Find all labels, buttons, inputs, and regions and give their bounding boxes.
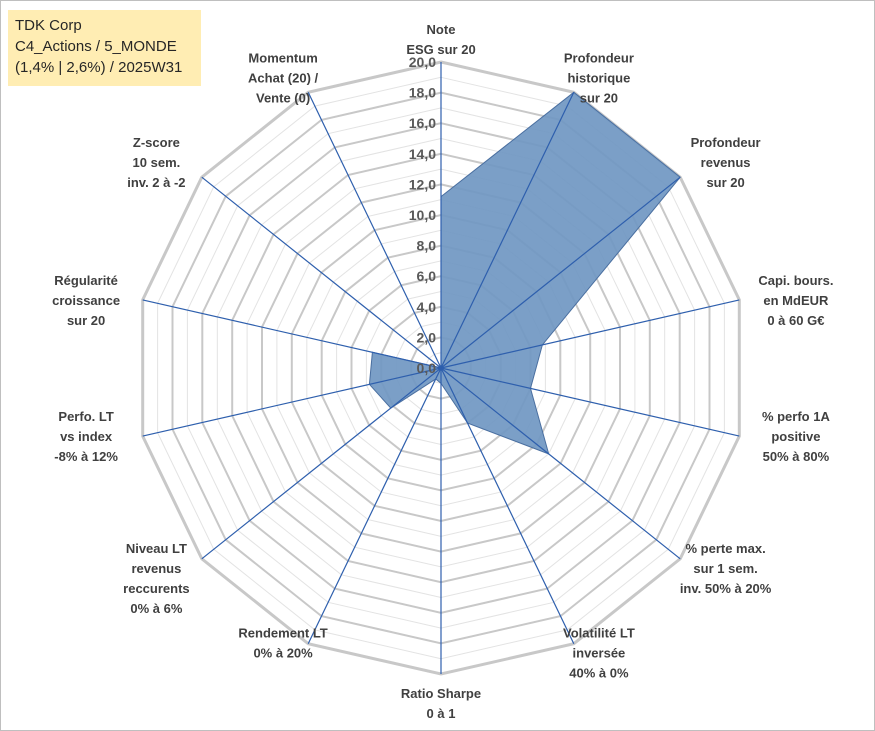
axis-label-line: sur 20	[67, 313, 105, 328]
axis-label: Note ESG sur 20	[406, 22, 475, 57]
axis-label-line: inversée	[573, 646, 626, 661]
axis-label-line: 0 à 1	[427, 706, 456, 721]
tick-label: 2,0	[417, 329, 437, 345]
tick-label: 4,0	[417, 299, 437, 315]
axis-label-line: revenus	[701, 155, 751, 170]
axis-label-line: Vente (0)	[256, 90, 310, 105]
axis-label: Profondeur revenus sur 20	[691, 135, 761, 190]
axis-label: Ratio Sharpe 0 à 1	[401, 686, 481, 721]
axis-label-line: positive	[771, 429, 820, 444]
axis-spoke	[201, 367, 442, 560]
axis-label: % perte max. sur 1 sem. inv. 50% à 20%	[680, 541, 772, 596]
axis-spoke	[307, 367, 442, 644]
axis-label-line: inv. 50% à 20%	[680, 581, 772, 596]
tick-label: 10,0	[409, 207, 436, 223]
axis-label: Rendement LT 0% à 20%	[238, 626, 327, 661]
axis-label-line: Achat (20) /	[248, 70, 318, 85]
axis-label: Momentum Achat (20) / Vente (0)	[248, 50, 318, 105]
axis-label-line: sur 1 sem.	[693, 561, 757, 576]
axis-label-line: inv. 2 à -2	[127, 175, 185, 190]
tick-label: 0,0	[417, 360, 437, 376]
axis-label-line: 50% à 80%	[763, 449, 830, 464]
axis-spoke	[440, 367, 740, 437]
axis-spoke	[142, 367, 442, 437]
axis-label-line: 0 à 60 G€	[767, 313, 824, 328]
axis-label: Régularité croissance sur 20	[52, 273, 120, 328]
axis-label-line: Volatilité LT	[563, 626, 635, 641]
axis-label-line: sur 20	[580, 90, 618, 105]
axis-label-line: % perfo 1A	[762, 409, 831, 424]
tick-label: 20,0	[409, 54, 436, 70]
axis-spoke	[440, 367, 681, 560]
axis-label-line: 40% à 0%	[569, 666, 629, 681]
axis-label-line: Z-score	[133, 135, 180, 150]
tick-label: 12,0	[409, 176, 436, 192]
axis-label-line: Profondeur	[564, 50, 634, 65]
info-line-company: TDK Corp	[15, 17, 82, 34]
axis-label: Perfo. LT vs index -8% à 12%	[54, 409, 118, 464]
axis-label-line: Momentum	[248, 50, 317, 65]
axis-label: Niveau LT revenus reccurents 0% à 6%	[123, 541, 189, 616]
tick-label: 18,0	[409, 85, 436, 101]
axis-spoke	[142, 299, 442, 369]
axis-label-line: Capi. bours.	[758, 273, 833, 288]
tick-label: 16,0	[409, 115, 436, 131]
axis-label-line: ESG sur 20	[406, 42, 475, 57]
axis-spoke	[307, 92, 442, 369]
axis-label: Capi. bours. en MdEUR 0 à 60 G€	[758, 273, 833, 328]
info-line-category: C4_Actions / 5_MONDE	[15, 38, 177, 55]
axis-label-line: revenus	[131, 561, 181, 576]
axis-label-line: % perte max.	[685, 541, 765, 556]
axis-label-line: Rendement LT	[238, 626, 327, 641]
axis-label-line: Niveau LT	[126, 541, 187, 556]
info-box: TDK Corp C4_Actions / 5_MONDE (1,4% | 2,…	[8, 10, 201, 86]
axis-label-line: Régularité	[54, 273, 118, 288]
axis-spoke	[440, 299, 740, 369]
axis-label: Volatilité LT inversée 40% à 0%	[563, 626, 635, 681]
axis-label-line: -8% à 12%	[54, 449, 118, 464]
axis-spoke	[201, 176, 442, 369]
tick-label: 6,0	[417, 268, 437, 284]
axis-label-line: Perfo. LT	[58, 409, 113, 424]
axis-label-line: en MdEUR	[763, 293, 829, 308]
axis-spoke	[440, 367, 575, 644]
axis-label: Z-score 10 sem. inv. 2 à -2	[127, 135, 185, 190]
axis-label-line: croissance	[52, 293, 120, 308]
axis-label-line: Ratio Sharpe	[401, 686, 481, 701]
axis-label-line: vs index	[60, 429, 113, 444]
tick-label: 8,0	[417, 238, 437, 254]
axis-spoke	[440, 176, 681, 369]
tick-label: 14,0	[409, 146, 436, 162]
axis-label-line: 0% à 20%	[253, 646, 313, 661]
axis-label-line: historique	[567, 70, 630, 85]
axis-spoke	[440, 92, 575, 369]
axis-label: Profondeur historique sur 20	[564, 50, 634, 105]
info-line-period: (1,4% | 2,6%) / 2025W31	[15, 59, 183, 76]
axis-label-line: 10 sem.	[133, 155, 181, 170]
axis-label-line: reccurents	[123, 581, 189, 596]
axis-label-line: 0% à 6%	[130, 601, 182, 616]
axis-label-line: Note	[427, 22, 456, 37]
axis-label: % perfo 1A positive 50% à 80%	[762, 409, 831, 464]
axis-label-line: Profondeur	[691, 135, 761, 150]
axis-label-line: sur 20	[706, 175, 744, 190]
